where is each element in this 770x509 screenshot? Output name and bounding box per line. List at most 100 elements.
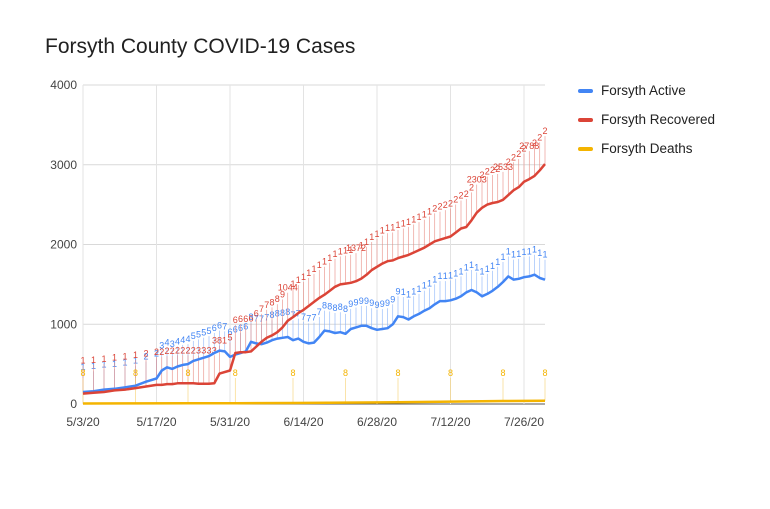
data-label: 1 — [359, 241, 364, 251]
data-label: 4 — [185, 334, 190, 344]
data-label: 1 — [527, 246, 532, 256]
data-label: 8 — [322, 301, 327, 311]
data-label: 9 — [364, 296, 369, 306]
data-label: 1 — [112, 352, 117, 362]
legend-label-deaths: Forsyth Deaths — [601, 141, 693, 156]
data-label: 1 — [332, 249, 337, 259]
data-label: 2 — [448, 199, 453, 209]
data-label: 9 — [353, 297, 358, 307]
data-label: 1 — [80, 356, 85, 366]
data-label: 1 — [411, 214, 416, 224]
data-label: 7 — [317, 307, 322, 317]
data-label: 2 — [479, 170, 484, 180]
data-label: 2 — [521, 144, 526, 154]
data-label: 1 — [327, 253, 332, 263]
data-label: 3 — [170, 339, 175, 349]
data-label: 9 — [380, 299, 385, 309]
x-tick-label: 5/31/20 — [210, 415, 250, 429]
legend-label-active: Forsyth Active — [601, 83, 686, 98]
data-label: 5 — [206, 326, 211, 336]
data-label: 8 — [500, 368, 505, 378]
data-label: 1 — [490, 261, 495, 271]
series-lines — [82, 163, 546, 405]
data-label: 1 — [296, 275, 301, 285]
data-label: 7 — [264, 300, 269, 310]
data-label: 1 — [306, 268, 311, 278]
data-label: 1 — [458, 266, 463, 276]
data-label: 2 — [495, 164, 500, 174]
data-label: 2788 — [519, 141, 539, 151]
data-label: 2 — [532, 138, 537, 148]
data-label: 2 — [458, 191, 463, 201]
series-line-1 — [82, 163, 546, 395]
data-label: 1 — [395, 220, 400, 230]
data-label: 5 — [227, 333, 232, 343]
data-label: 8 — [80, 368, 85, 378]
data-label: 2 — [432, 203, 437, 213]
data-label: 8 — [327, 301, 332, 311]
data-label: 1 — [91, 355, 96, 365]
data-label: 7 — [301, 312, 306, 322]
data-label: 1 — [500, 252, 505, 262]
data-label: 1 — [374, 229, 379, 239]
legend-item-active[interactable]: Forsyth Active — [578, 76, 715, 105]
data-label: 2 — [506, 157, 511, 167]
data-label: 8 — [395, 368, 400, 378]
data-label: 2 — [185, 345, 190, 355]
data-label: 2 — [516, 149, 521, 159]
data-label: 2 — [170, 346, 175, 356]
gridlines — [82, 84, 545, 405]
data-label: 381 — [212, 336, 227, 346]
legend-item-recovered[interactable]: Forsyth Recovered — [578, 105, 715, 134]
data-label: 7 — [259, 304, 264, 314]
legend-swatch-recovered — [578, 117, 593, 122]
data-label: 2 — [542, 126, 547, 136]
y-tick-label: 3000 — [50, 158, 77, 172]
data-label: 9 — [348, 299, 353, 309]
data-label: 1 — [542, 250, 547, 260]
data-label: 1044 — [278, 283, 298, 293]
legend-swatch-deaths — [578, 146, 593, 151]
data-label: 9 — [280, 289, 285, 299]
data-label: 1 — [516, 249, 521, 259]
data-label: 3 — [159, 341, 164, 351]
data-label: 2 — [154, 348, 159, 358]
data-label: 1 — [427, 207, 432, 217]
data-label: 6 — [248, 313, 253, 323]
data-label: 1 — [301, 272, 306, 282]
data-label: 7 — [222, 321, 227, 331]
data-label: 7 — [254, 313, 259, 323]
data-label: 1 — [416, 212, 421, 222]
data-label: 1 — [537, 248, 542, 258]
legend: Forsyth Active Forsyth Recovered Forsyth… — [578, 76, 715, 163]
data-label: 5 — [191, 331, 196, 341]
data-label: 1 — [122, 352, 127, 362]
data-label: 1 — [422, 210, 427, 220]
data-label: 6 — [238, 314, 243, 324]
legend-item-deaths[interactable]: Forsyth Deaths — [578, 134, 715, 163]
data-label: 1 — [485, 264, 490, 274]
data-label: 5 — [196, 329, 201, 339]
data-label: 2 — [485, 167, 490, 177]
data-label: 1 — [511, 250, 516, 260]
data-label: 6 — [254, 309, 259, 319]
data-label: 2 — [191, 345, 196, 355]
data-label: 8 — [542, 368, 547, 378]
data-label: 6 — [227, 327, 232, 337]
data-label: 1 — [474, 262, 479, 272]
data-label: 1372 — [346, 243, 366, 253]
data-labels: 1 1 1 1 1 1 2 23 4 3 4 4 4 5 5 5 5 6 6 76 6 6 68 7 7 7 8 8 8 8 7 7 7 7 778… — [80, 126, 548, 404]
data-label: 4 — [180, 335, 185, 345]
data-label: 3 — [196, 346, 201, 356]
data-label: 6 — [233, 315, 238, 325]
data-label: 8 — [248, 312, 253, 322]
data-label: 2 — [154, 347, 159, 357]
x-tick-label: 7/26/20 — [504, 415, 544, 429]
data-label: 6 — [217, 321, 222, 331]
data-label: 1 — [290, 279, 295, 289]
data-label: 2 — [175, 345, 180, 355]
x-tick-label: 5/17/20 — [136, 415, 176, 429]
data-label: 2 — [437, 202, 442, 212]
data-label: 1 — [380, 226, 385, 236]
data-label: 1 — [464, 262, 469, 272]
